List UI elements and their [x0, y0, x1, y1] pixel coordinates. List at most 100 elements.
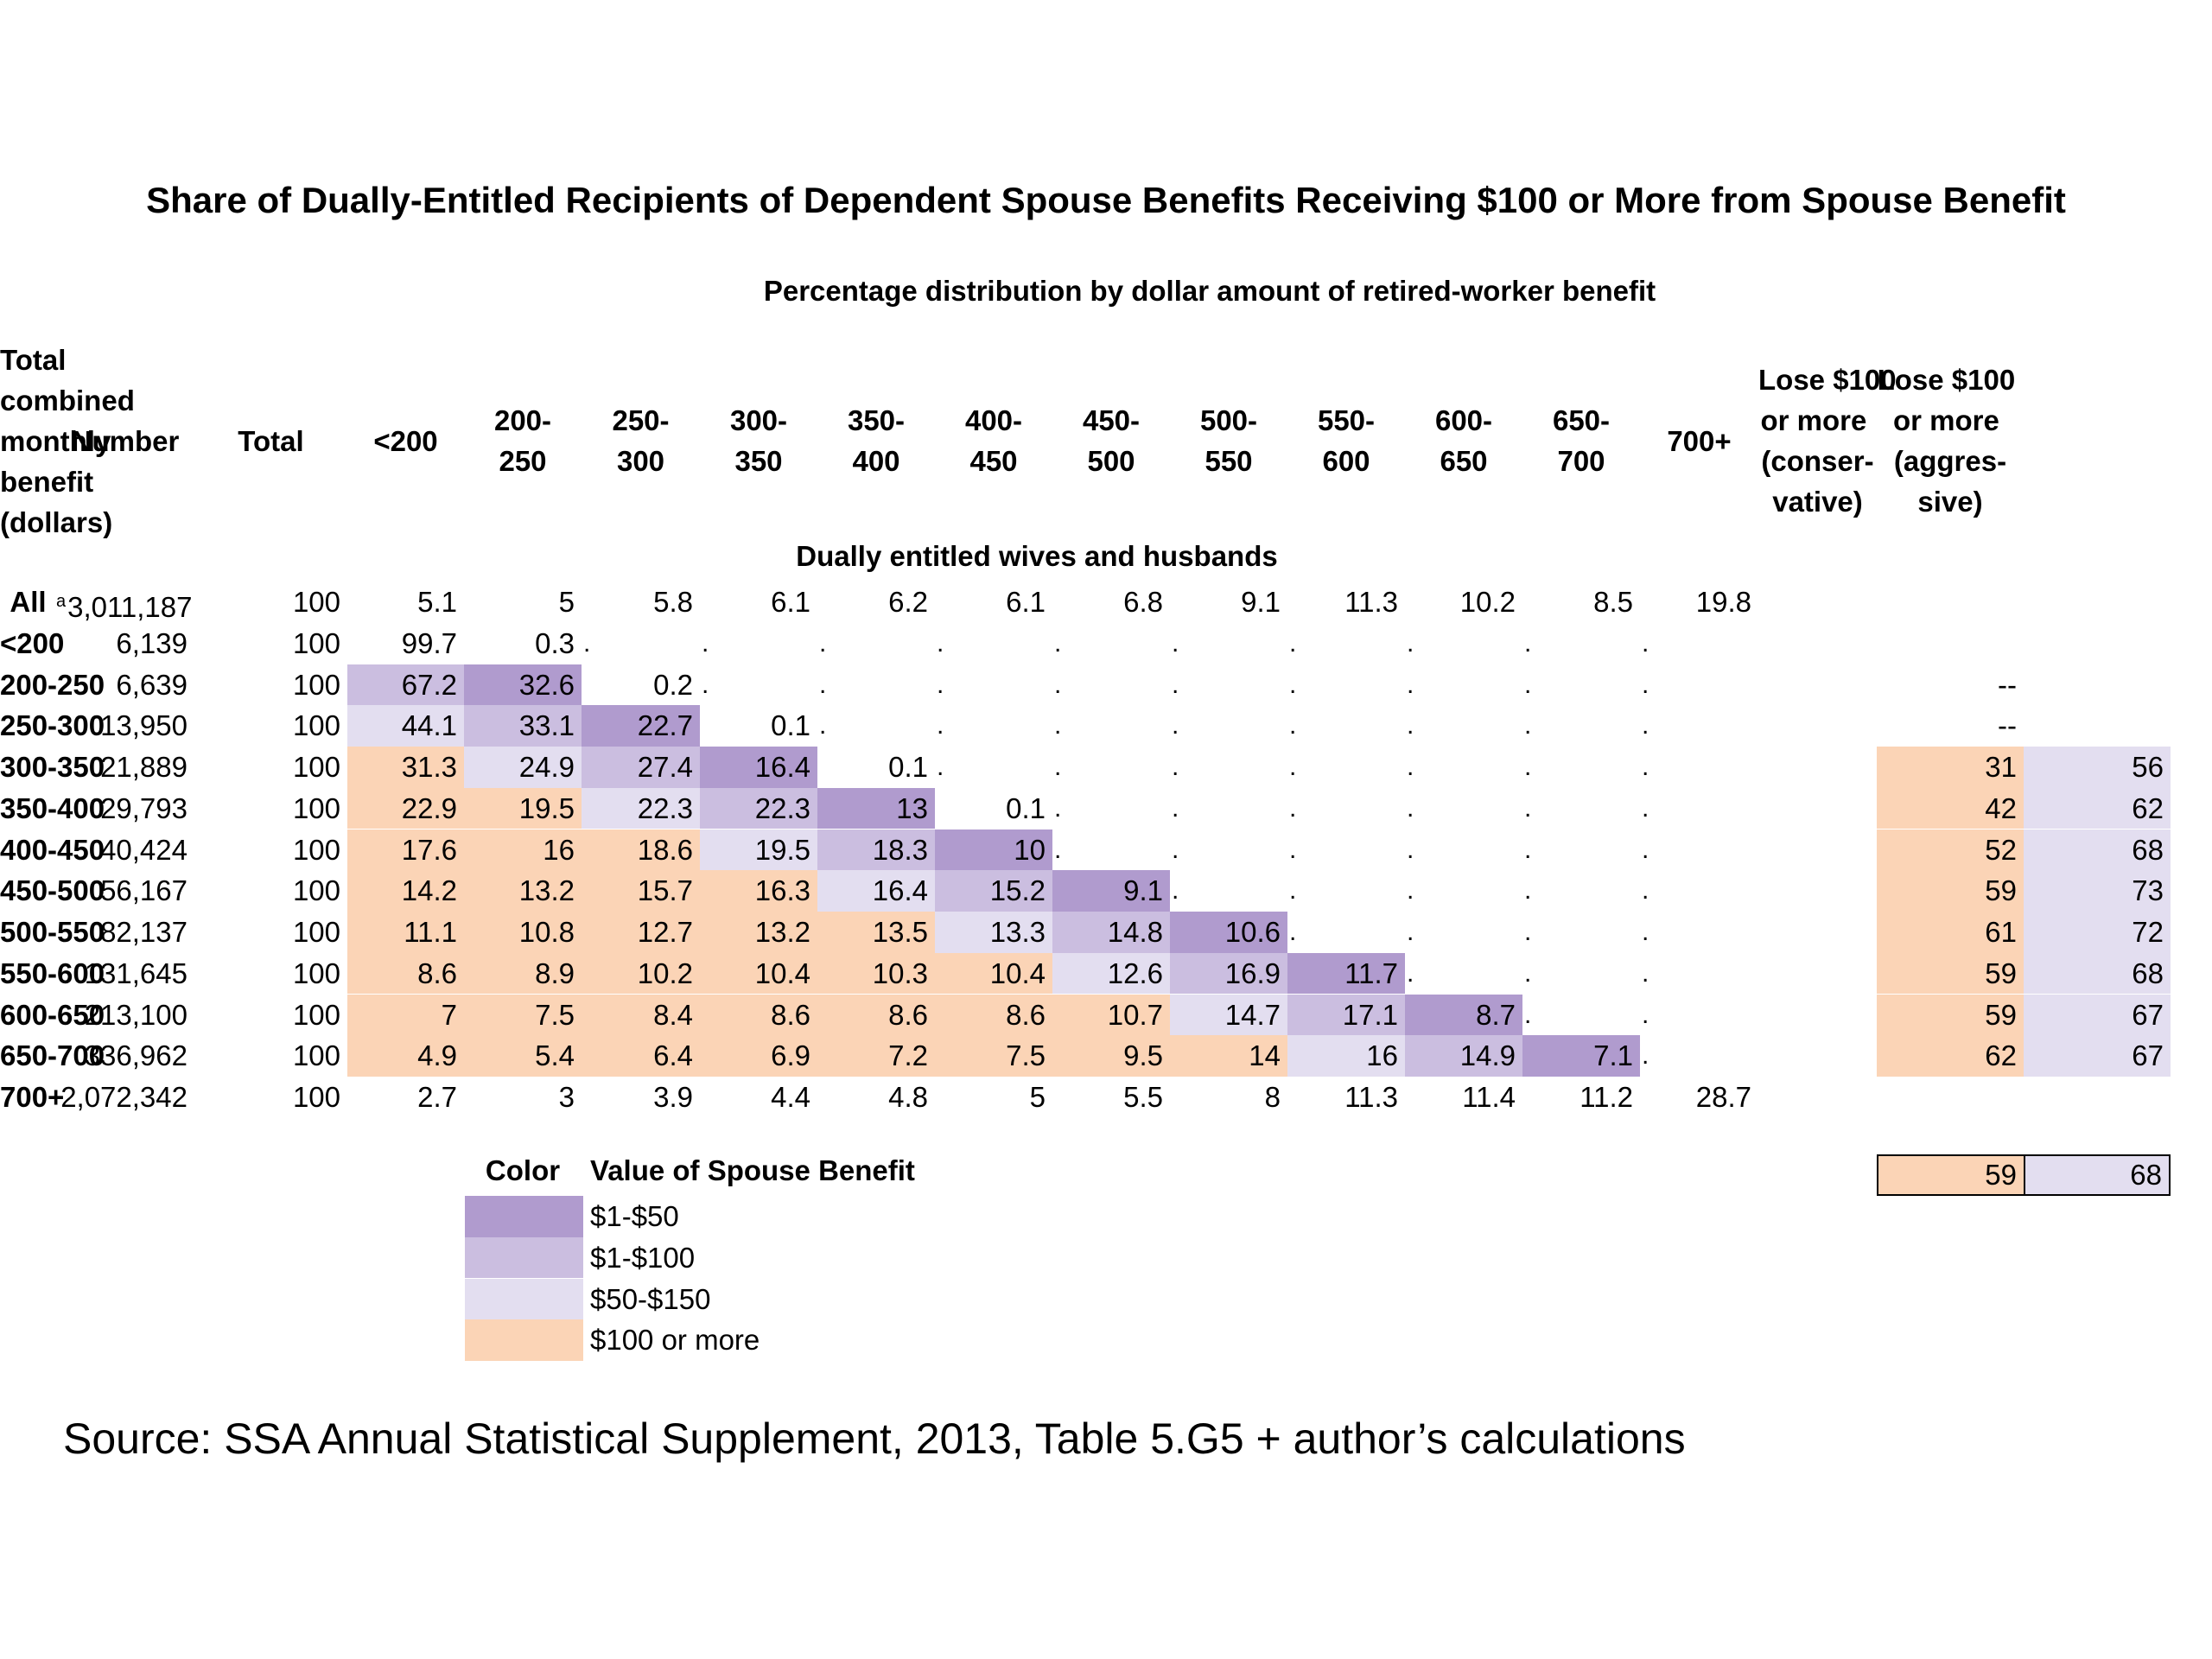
value-cell: . — [1054, 628, 1077, 658]
column-header: 650- 700 — [1552, 404, 1611, 477]
row-label: 400-450 — [0, 833, 105, 866]
value-cell: . — [819, 711, 842, 741]
value-cell: 6.9 — [700, 1035, 817, 1077]
total-cell: 100 — [292, 916, 340, 948]
value-cell: . — [1407, 711, 1429, 741]
value-cell: . — [702, 628, 724, 658]
number-cell: 13,950 — [100, 709, 188, 742]
column-header: 550- 600 — [1317, 404, 1376, 477]
lose-conservative-cell: 61 — [1877, 912, 2024, 953]
value-cell: . — [1289, 670, 1312, 699]
value-cell: . — [1407, 753, 1429, 781]
value-cell: 4.8 — [888, 1081, 928, 1113]
number-cell: 56,167 — [100, 874, 188, 907]
number-cell: 213,100 — [84, 998, 188, 1031]
value-cell: . — [1642, 711, 1664, 741]
legend-label: $1-$100 — [590, 1241, 696, 1274]
legend-swatch — [465, 1319, 583, 1361]
column-header: 350- 400 — [847, 404, 906, 477]
column-header: 450- 500 — [1082, 404, 1141, 477]
value-cell: 0.1 — [1006, 791, 1046, 824]
lose-conservative-cell: -- — [1998, 709, 2017, 742]
row-label: 200-250 — [0, 668, 105, 701]
value-cell: . — [1054, 753, 1077, 781]
value-cell: . — [1524, 1000, 1547, 1029]
value-cell: . — [1642, 918, 1664, 946]
value-cell: . — [1642, 753, 1664, 781]
legend-label: $1-$50 — [590, 1200, 679, 1232]
value-cell: . — [1407, 670, 1429, 699]
value-cell: 11.2 — [1580, 1081, 1633, 1113]
value-cell: 11.7 — [1287, 952, 1405, 995]
value-cell: 7.1 — [1522, 1035, 1640, 1077]
value-cell: . — [1524, 753, 1547, 781]
lose-aggressive-cell: 68 — [2024, 829, 2171, 870]
value-cell: . — [1172, 670, 1194, 699]
value-cell: . — [819, 670, 842, 699]
value-cell: 15.2 — [935, 870, 1052, 912]
value-cell: . — [1172, 793, 1194, 823]
value-cell: 5.1 — [417, 586, 457, 618]
value-cell: 8.6 — [817, 994, 935, 1035]
number-cell: 131,645 — [84, 957, 188, 989]
lose-conservative-cell: 52 — [1877, 829, 2024, 870]
lose-aggressive-cell: 73 — [2024, 870, 2171, 912]
column-header: 700+ — [1667, 424, 1732, 457]
value-cell: . — [937, 628, 959, 658]
value-cell: . — [937, 711, 959, 741]
value-cell: . — [1172, 835, 1194, 864]
value-cell: 13 — [817, 787, 935, 830]
value-cell: 67.2 — [347, 664, 464, 705]
row-label: 600-650 — [0, 998, 105, 1031]
number-cell: 6,639 — [116, 668, 188, 701]
value-cell: 7.2 — [817, 1035, 935, 1077]
value-cell: 8.9 — [464, 952, 582, 995]
value-cell: . — [1407, 628, 1429, 658]
value-cell: . — [1289, 628, 1312, 658]
value-cell: 12.7 — [582, 912, 700, 953]
value-cell: 8.4 — [582, 994, 700, 1035]
lose-aggressive-cell: 67 — [2024, 994, 2171, 1035]
value-cell: . — [1172, 876, 1194, 906]
value-cell: 4.9 — [347, 1035, 464, 1077]
value-cell: 14.7 — [1170, 994, 1287, 1035]
value-cell: . — [1289, 753, 1312, 781]
value-cell: 33.1 — [464, 705, 582, 747]
value-cell: 8.5 — [1593, 586, 1633, 618]
value-cell: 6.4 — [582, 1035, 700, 1077]
value-cell: 7.5 — [464, 994, 582, 1035]
total-cell: 100 — [292, 1039, 340, 1072]
value-cell: 16 — [464, 829, 582, 870]
value-cell: 14.9 — [1405, 1035, 1522, 1077]
legend-label: $100 or more — [590, 1324, 760, 1357]
value-cell: 9.1 — [1052, 870, 1170, 912]
column-header: 300- 350 — [729, 404, 788, 477]
value-cell: 10 — [935, 829, 1052, 870]
value-cell: 12.6 — [1052, 952, 1170, 995]
row-label: <200 — [0, 626, 65, 659]
number-cell: 21,889 — [100, 751, 188, 783]
value-cell: 16.3 — [700, 870, 817, 912]
lose-aggressive-cell — [2024, 582, 2171, 623]
column-header: Lose $100 or more (conser- vative) — [1758, 364, 1897, 518]
value-cell: 14.8 — [1052, 912, 1170, 953]
value-cell: . — [1407, 876, 1429, 906]
lose-conservative-cell: 42 — [1877, 787, 2024, 830]
row-label: All — [10, 586, 47, 618]
number-cell: 40,424 — [100, 833, 188, 866]
value-cell: 6.1 — [771, 586, 810, 618]
value-cell: . — [1524, 918, 1547, 946]
value-cell: 0.1 — [771, 709, 810, 742]
value-cell: 24.9 — [464, 747, 582, 788]
total-cell: 100 — [292, 709, 340, 742]
column-header: <200 — [373, 424, 438, 457]
value-cell: 16.4 — [817, 870, 935, 912]
value-cell: . — [1407, 958, 1429, 988]
legend-value-header: Value of Spouse Benefit — [590, 1154, 915, 1186]
value-cell: 4.4 — [771, 1081, 810, 1113]
lose-aggressive-cell: 68 — [2024, 952, 2171, 995]
value-cell: 5 — [1029, 1081, 1046, 1113]
value-cell: . — [1289, 918, 1312, 946]
value-cell: . — [1524, 876, 1547, 906]
row-label: 700+ — [0, 1081, 65, 1113]
